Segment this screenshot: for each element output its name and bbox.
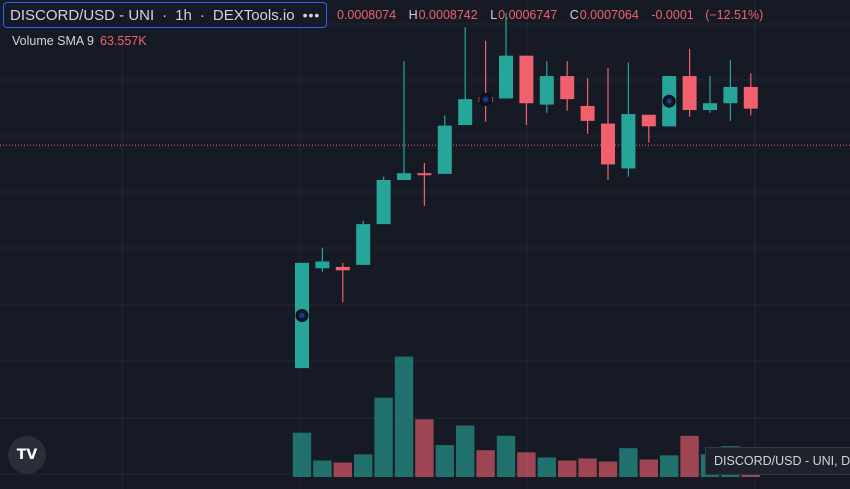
change-percent: (−12.51%): [705, 8, 764, 22]
candle-body: [335, 266, 350, 271]
volume-bar: [660, 455, 679, 477]
data-source-label: DEXTools.io: [212, 6, 295, 24]
candle-body: [560, 76, 575, 100]
volume-bar: [476, 450, 495, 477]
volume-bar: [680, 435, 699, 477]
candle-body: [315, 261, 330, 269]
volume-bar: [435, 445, 454, 477]
volume-bar: [394, 356, 414, 477]
candle-body: [417, 173, 432, 176]
legend-separator: ·: [162, 6, 168, 24]
high-value: 0.0008742: [418, 8, 478, 22]
tradingview-logo-icon[interactable]: TV: [8, 436, 46, 474]
candle-body: [437, 125, 452, 174]
candle-body: [601, 123, 615, 165]
candle-body: [499, 55, 513, 99]
candle-body: [723, 86, 738, 104]
volume-bars: [292, 356, 760, 477]
candle-body: [539, 76, 554, 105]
logo-text: TV: [16, 447, 38, 463]
candle-body: [519, 55, 534, 104]
volume-bar: [578, 458, 597, 477]
candles: [295, 12, 758, 369]
candle-body: [682, 76, 697, 111]
volume-bar: [619, 448, 638, 477]
volume-bar: [354, 454, 373, 477]
change-value: -0.0001: [651, 8, 694, 22]
more-horizontal-icon[interactable]: •••: [302, 7, 321, 23]
volume-bar: [313, 460, 332, 477]
volume-bar: [496, 435, 516, 477]
volume-bar: [292, 432, 312, 477]
low-value: 0.0006747: [498, 8, 558, 22]
candle-body: [376, 179, 391, 225]
candle-body: [641, 114, 656, 127]
candle-body: [356, 224, 371, 265]
trade-markers: [295, 92, 676, 322]
high-label: H: [408, 8, 418, 22]
close-label: C: [569, 8, 579, 22]
close-value: 0.0007064: [579, 8, 639, 22]
tooltip-text: DISCORD/USD - UNI, DE: [714, 454, 850, 468]
symbol-name[interactable]: DISCORD/USD - UNI: [10, 6, 155, 24]
volume-bar: [537, 457, 556, 477]
volume-indicator-legend[interactable]: Volume SMA 9 63.557K: [12, 34, 147, 48]
volume-bar: [333, 462, 352, 477]
trade-marker-dot: [666, 98, 672, 104]
candle-body: [580, 105, 595, 121]
trade-marker-dot: [483, 96, 489, 102]
volume-indicator-value: 63.557K: [100, 34, 147, 48]
interval-label[interactable]: 1h: [175, 6, 192, 24]
candle-body: [458, 99, 473, 125]
open-value: 0.0008074: [337, 8, 397, 22]
candle-body: [397, 173, 411, 180]
candle-body: [621, 114, 636, 169]
trade-marker-dot: [299, 312, 305, 318]
legend-separator: ·: [199, 6, 205, 24]
volume-bar: [639, 459, 658, 477]
candle-body: [703, 103, 717, 111]
candle-body: [743, 86, 758, 109]
volume-indicator-label: Volume SMA 9: [12, 34, 94, 48]
volume-bar: [598, 461, 618, 477]
low-label: L: [490, 8, 498, 22]
volume-bar: [415, 419, 434, 477]
symbol-legend[interactable]: DISCORD/USD - UNI · 1h · DEXTools.io •••: [3, 2, 328, 28]
volume-bar: [558, 460, 577, 477]
volume-bar: [374, 397, 393, 477]
volume-bar: [517, 452, 536, 477]
series-tooltip: DISCORD/USD - UNI, DE: [705, 447, 850, 475]
ohlc-values: 0.0008074 H0.0008742 L0.0006747 C0.00070…: [336, 8, 764, 22]
volume-bar: [456, 425, 475, 477]
